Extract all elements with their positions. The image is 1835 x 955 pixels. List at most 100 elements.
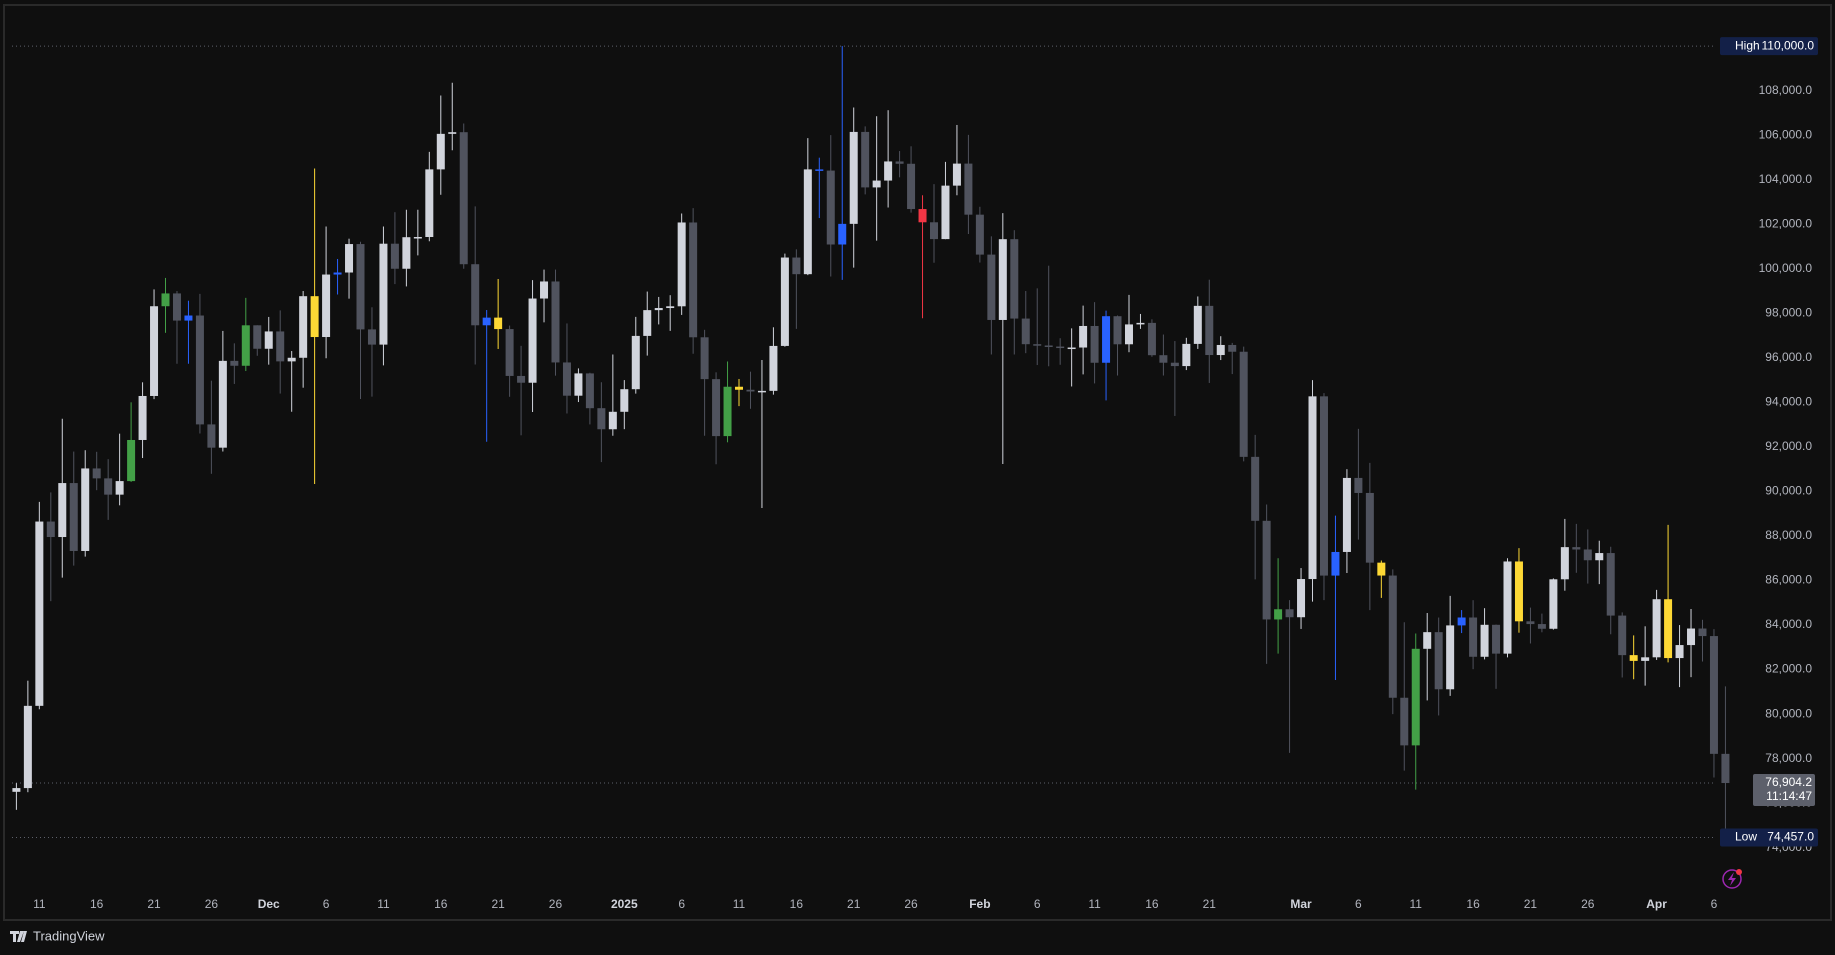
x-tick-label: 26 — [205, 897, 219, 911]
candle-body — [1457, 617, 1466, 626]
last-price-box — [1753, 774, 1815, 807]
x-tick-label: 6 — [323, 897, 330, 911]
candle-body — [1365, 492, 1374, 563]
candle-body — [58, 483, 67, 538]
candle-body — [826, 170, 835, 245]
candle-body — [861, 131, 870, 188]
candle-body — [448, 132, 457, 134]
x-tick-label: 11 — [377, 897, 390, 911]
candle-body — [1675, 645, 1684, 659]
candle-body — [1514, 561, 1523, 622]
y-tick-label: 78,000.0 — [1765, 751, 1812, 765]
candle-body — [528, 298, 537, 383]
candle-body — [92, 468, 101, 479]
y-tick-label: 104,000.0 — [1759, 172, 1813, 186]
candle-body — [195, 315, 204, 425]
candle-body — [494, 317, 503, 330]
candle-body — [1228, 344, 1237, 352]
marker-value: 110,000.0 — [1762, 38, 1815, 52]
x-tick-label: Feb — [969, 897, 990, 911]
logo[interactable]: TradingView — [10, 928, 105, 943]
candle-body — [930, 222, 938, 240]
candle-body — [436, 133, 445, 170]
candle-body — [723, 386, 732, 437]
candle-body — [884, 161, 893, 181]
lightning-icon[interactable] — [1722, 869, 1742, 889]
candle-body — [390, 243, 399, 269]
candle-body — [517, 375, 526, 383]
candle-body — [700, 337, 709, 380]
candle-body — [1492, 624, 1501, 654]
candle-body — [1503, 561, 1512, 654]
y-tick-label: 92,000.0 — [1765, 439, 1812, 453]
x-tick-label: 21 — [847, 897, 861, 911]
plot-area — [12, 45, 1730, 839]
icon-dot — [1736, 869, 1742, 875]
candle-body — [1595, 553, 1604, 561]
candle-body — [1182, 343, 1191, 367]
candle-body — [413, 236, 422, 239]
y-tick-label: 94,000.0 — [1765, 395, 1812, 409]
candle-body — [1354, 477, 1363, 493]
candle-body — [1664, 599, 1673, 659]
candle-body — [597, 408, 606, 430]
candle-body — [1262, 520, 1271, 620]
candle-body — [1113, 316, 1122, 345]
marker-label: High — [1735, 38, 1760, 52]
candle-body — [792, 257, 801, 275]
candle-body — [1480, 624, 1489, 657]
candle-body — [1033, 344, 1042, 346]
candle-body — [207, 424, 216, 448]
candle-body — [1251, 456, 1260, 521]
y-tick-label: 88,000.0 — [1765, 528, 1812, 542]
candle-body — [1205, 305, 1214, 356]
candle-body — [1560, 547, 1569, 580]
candle-body — [333, 272, 342, 275]
candle-body — [104, 478, 113, 495]
candle-body — [287, 357, 296, 362]
candle-body — [482, 317, 491, 326]
candle-body — [1147, 322, 1156, 356]
candle-body — [1537, 624, 1546, 629]
candle-body — [654, 308, 663, 311]
candle-body — [631, 335, 640, 390]
candle-body — [253, 325, 262, 349]
candle-body — [425, 169, 434, 237]
candle-body — [81, 468, 90, 551]
candle-body — [1434, 632, 1443, 690]
candle-body — [815, 169, 824, 171]
candle-body — [1687, 628, 1696, 646]
candle-body — [1136, 322, 1145, 325]
candle-body — [379, 243, 388, 345]
marker-box — [1720, 828, 1818, 847]
candle-body — [987, 254, 996, 320]
y-tick-label: 108,000.0 — [1759, 83, 1813, 97]
frame — [3, 4, 1832, 921]
y-tick-label: 106,000.0 — [1759, 127, 1813, 141]
candle-body — [1526, 621, 1535, 625]
y-tick-label: 100,000.0 — [1759, 261, 1813, 275]
x-tick-label: 6 — [1711, 897, 1718, 911]
candle-body — [849, 131, 858, 224]
candle-body — [643, 310, 652, 336]
x-tick-label: 6 — [678, 897, 685, 911]
x-tick-label: 11 — [33, 897, 46, 911]
logo-text: TradingView — [33, 928, 105, 943]
marker-value: 74,457.0 — [1767, 830, 1814, 844]
candle-body — [46, 521, 55, 538]
candle-body — [1652, 599, 1661, 658]
candle-body — [1721, 753, 1730, 784]
y-tick-label: 98,000.0 — [1765, 305, 1812, 319]
candle-body — [574, 373, 583, 396]
candle-body — [551, 281, 560, 363]
x-tick-label: 16 — [790, 897, 804, 911]
x-tick-label: 16 — [1466, 897, 1480, 911]
marker-label: Low — [1735, 830, 1757, 844]
candle-body — [1618, 615, 1627, 656]
candle-body — [345, 244, 354, 273]
x-tick-label: 26 — [549, 897, 563, 911]
y-tick-label: 90,000.0 — [1765, 484, 1812, 498]
candle-body — [150, 306, 159, 396]
